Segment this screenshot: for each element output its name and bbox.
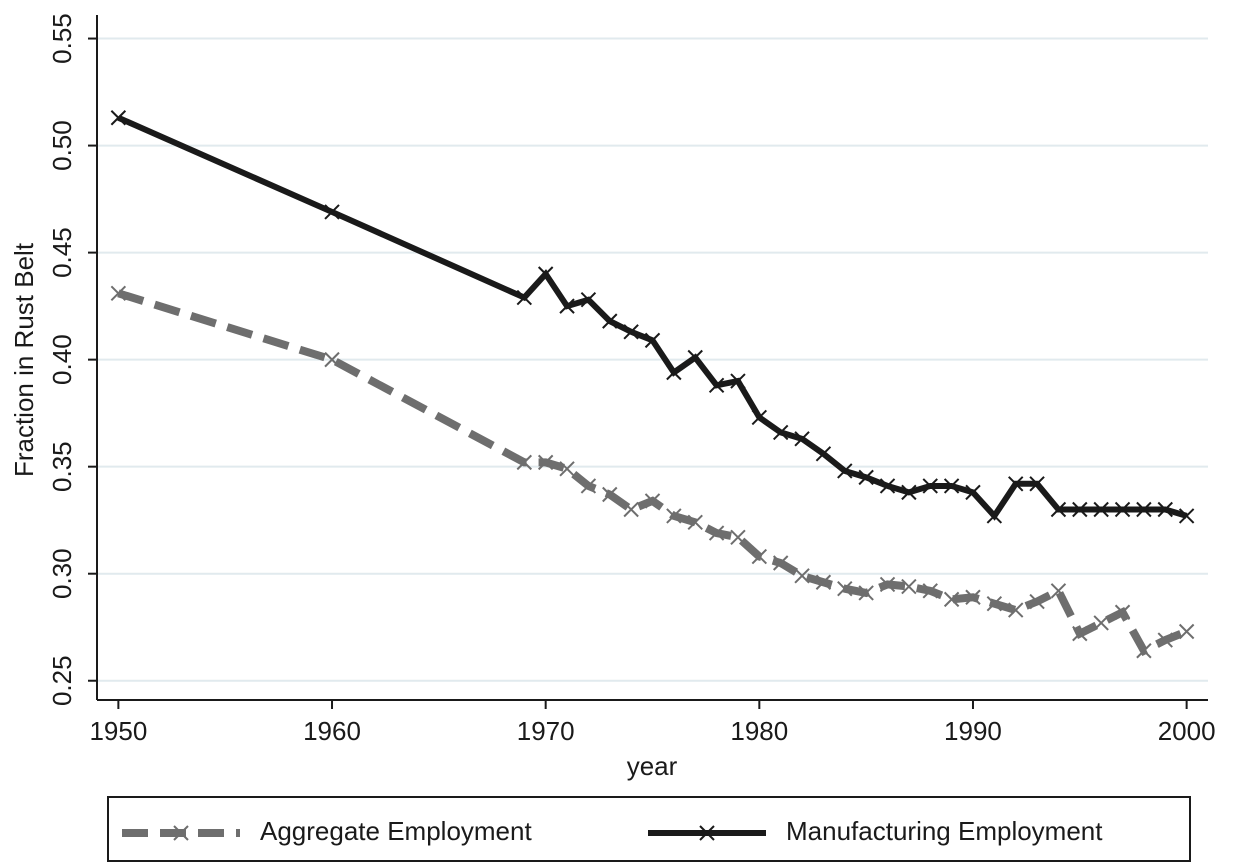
point-marker: [1008, 476, 1024, 492]
point-marker: [943, 591, 960, 608]
point-marker: [1114, 604, 1131, 620]
point-marker: [815, 446, 832, 462]
point-marker: [1178, 508, 1195, 524]
point-marker: [837, 580, 853, 597]
point-marker: [516, 289, 533, 306]
x-tick-label: 1950: [89, 716, 147, 746]
point-marker: [537, 266, 554, 282]
point-marker: [965, 484, 981, 501]
point-marker: [901, 484, 917, 501]
point-marker: [730, 529, 746, 546]
point-marker: [602, 486, 618, 503]
point-marker: [1050, 583, 1067, 599]
point-marker: [858, 585, 874, 601]
point-marker: [986, 595, 1003, 612]
point-marker: [1157, 632, 1173, 648]
x-tick-label: 1990: [944, 716, 1002, 746]
point-marker: [879, 478, 896, 494]
point-marker: [815, 574, 832, 590]
point-marker: [602, 313, 618, 329]
point-marker: [687, 514, 703, 531]
point-marker: [708, 525, 725, 541]
point-marker: [324, 204, 340, 220]
point-marker: [1157, 501, 1173, 518]
point-marker: [772, 424, 789, 441]
legend-label: Aggregate Employment: [260, 816, 532, 846]
y-tick-label: 0.40: [47, 334, 77, 385]
point-marker: [837, 463, 853, 479]
point-marker: [708, 377, 725, 394]
point-marker: [1029, 593, 1045, 610]
point-marker: [110, 110, 127, 126]
x-tick-label: 2000: [1158, 716, 1216, 746]
series-line: [117, 289, 1189, 657]
point-marker: [1029, 476, 1045, 492]
point-marker: [559, 461, 575, 477]
y-tick-label: 0.45: [47, 227, 77, 278]
point-marker: [1072, 625, 1088, 642]
point-marker: [986, 508, 1003, 524]
legend-marker: [699, 825, 715, 841]
point-marker: [943, 478, 960, 494]
legend-label: Manufacturing Employment: [786, 816, 1103, 846]
point-marker: [666, 508, 682, 524]
y-tick-label: 0.30: [47, 548, 77, 599]
point-marker: [1072, 501, 1088, 518]
point-marker: [1114, 501, 1131, 518]
y-tick-label: 0.35: [47, 441, 77, 492]
point-marker: [858, 469, 874, 486]
point-marker: [1008, 602, 1024, 618]
y-axis-title: Fraction in Rust Belt: [9, 242, 39, 477]
point-marker: [537, 454, 554, 471]
point-marker: [644, 332, 661, 349]
point-marker: [879, 576, 896, 593]
point-marker: [559, 298, 575, 314]
point-marker: [324, 351, 340, 368]
point-marker: [1178, 623, 1195, 640]
series-line: [117, 115, 1188, 521]
point-marker: [687, 349, 703, 366]
x-tick-label: 1970: [517, 716, 575, 746]
point-marker: [1050, 501, 1067, 518]
point-marker: [901, 578, 917, 595]
x-tick-label: 1960: [303, 716, 361, 746]
legend-box: [107, 796, 1191, 862]
point-marker: [794, 431, 810, 447]
point-marker: [965, 589, 981, 605]
point-marker: [580, 478, 597, 494]
point-marker: [623, 501, 639, 518]
point-marker: [922, 478, 938, 494]
point-marker: [1136, 501, 1152, 518]
point-marker: [580, 291, 597, 308]
point-marker: [1136, 643, 1152, 659]
point-marker: [751, 548, 768, 565]
point-marker: [751, 409, 768, 426]
point-marker: [730, 373, 746, 389]
x-axis-title: year: [627, 751, 678, 781]
point-marker: [1093, 615, 1109, 631]
point-marker: [666, 364, 682, 381]
y-tick-label: 0.50: [47, 120, 77, 171]
point-marker: [922, 583, 938, 599]
point-marker: [110, 285, 127, 301]
point-marker: [623, 324, 639, 340]
point-marker: [1093, 501, 1109, 518]
y-tick-label: 0.25: [47, 655, 77, 706]
legend-marker: [173, 825, 189, 841]
y-tick-label: 0.55: [47, 13, 77, 64]
point-marker: [772, 555, 789, 571]
point-marker: [644, 493, 661, 509]
point-marker: [794, 568, 810, 584]
x-tick-label: 1980: [730, 716, 788, 746]
point-marker: [516, 454, 533, 471]
